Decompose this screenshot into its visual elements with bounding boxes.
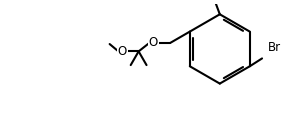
Text: Br: Br xyxy=(267,41,281,54)
Text: O: O xyxy=(118,45,127,58)
Text: O: O xyxy=(149,36,158,49)
